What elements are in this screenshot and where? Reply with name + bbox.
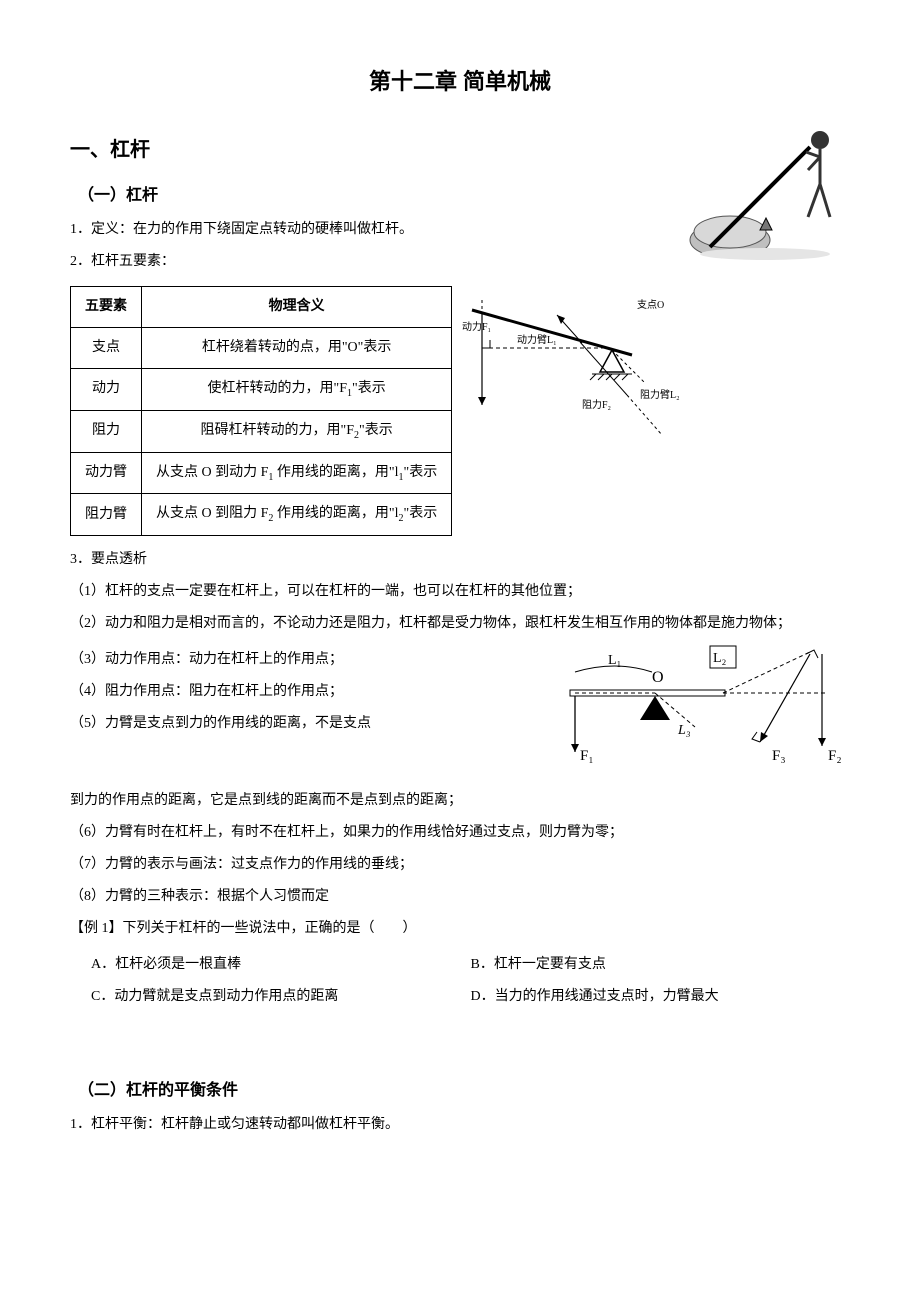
figure-lever-forces: O L₁ F₁ L₂ L₃ F₃ [560, 642, 850, 783]
svg-text:L₃: L₃ [677, 723, 691, 738]
point-8: （8）力臂的三种表示：根据个人习惯而定 [70, 883, 850, 911]
table-row: 动力 使杠杆转动的力，用"F1"表示 [71, 369, 452, 411]
svg-text:F₂: F₂ [828, 748, 842, 764]
point-4: （4）阻力作用点：阻力在杠杆上的作用点； [70, 678, 550, 706]
svg-text:F₁: F₁ [580, 748, 594, 764]
cell: 杠杆绕着转动的点，用"O"表示 [142, 328, 452, 369]
section-1-heading: 一、杠杆 [70, 130, 670, 170]
option-d: D．当力的作用线通过支点时，力臂最大 [471, 983, 851, 1011]
cell: 动力 [71, 369, 142, 411]
svg-text:O: O [652, 669, 664, 686]
five-elements-table: 五要素 物理含义 支点 杠杆绕着转动的点，用"O"表示 动力 使杠杆转动的力，用… [70, 286, 452, 536]
table-row: 阻力 阻碍杠杆转动的力，用"F2"表示 [71, 410, 452, 452]
cell: 阻力臂 [71, 494, 142, 536]
cell: 从支点 O 到动力 F1 作用线的距离，用"l1"表示 [142, 452, 452, 494]
svg-text:阻力F₂: 阻力F₂ [582, 398, 611, 411]
svg-text:F₃: F₃ [772, 748, 786, 764]
point-7: （7）力臂的表示与画法：过支点作力的作用线的垂线； [70, 851, 850, 879]
figure-crowbar [680, 122, 850, 273]
svg-text:支点O: 支点O [637, 299, 664, 311]
option-a: A．杠杆必须是一根直棒 [91, 951, 471, 979]
point-3: （3）动力作用点：动力在杠杆上的作用点； [70, 646, 550, 674]
cell: 支点 [71, 328, 142, 369]
svg-text:动力臂L₁: 动力臂L₁ [517, 333, 557, 346]
cell: 阻力 [71, 410, 142, 452]
figure-lever-diagram: 支点O 动力F₁ 动力臂L₁ 阻力F₂ 阻力臂L₂ [462, 280, 692, 461]
five-elements-intro: 2．杠杆五要素： [70, 248, 670, 276]
chapter-title: 第十二章 简单机械 [70, 60, 850, 104]
svg-text:阻力臂L₂: 阻力臂L₂ [640, 388, 680, 401]
table-row: 阻力臂 从支点 O 到阻力 F2 作用线的距离，用"l2"表示 [71, 494, 452, 536]
cell: 使杠杆转动的力，用"F1"表示 [142, 369, 452, 411]
point-5b: 到力的作用点的距离，它是点到线的距离而不是点到点的距离； [70, 787, 850, 815]
table-row: 动力臂 从支点 O 到动力 F1 作用线的距离，用"l1"表示 [71, 452, 452, 494]
svg-text:动力F₁: 动力F₁ [462, 320, 491, 333]
table-head-col2: 物理含义 [142, 287, 452, 328]
subsection-1-heading: （一）杠杆 [78, 180, 670, 212]
point-2: （2）动力和阻力是相对而言的，不论动力还是阻力，杠杆都是受力物体，跟杠杆发生相互… [70, 610, 850, 638]
cell: 阻碍杠杆转动的力，用"F2"表示 [142, 410, 452, 452]
analysis-heading: 3．要点透析 [70, 546, 850, 574]
subsection-2-heading: （二）杠杆的平衡条件 [78, 1075, 850, 1107]
table-row: 支点 杠杆绕着转动的点，用"O"表示 [71, 328, 452, 369]
example-1: 【例 1】下列关于杠杆的一些说法中，正确的是（ ） [70, 915, 850, 943]
point-5a: （5）力臂是支点到力的作用线的距离，不是支点 [70, 710, 550, 738]
option-c: C．动力臂就是支点到动力作用点的距离 [91, 983, 471, 1011]
balance-definition: 1．杠杆平衡：杠杆静止或匀速转动都叫做杠杆平衡。 [70, 1111, 850, 1139]
point-6: （6）力臂有时在杠杆上，有时不在杠杆上，如果力的作用线恰好通过支点，则力臂为零； [70, 819, 850, 847]
svg-text:L₂: L₂ [713, 651, 727, 666]
definition-text: 1．定义：在力的作用下绕固定点转动的硬棒叫做杠杆。 [70, 216, 670, 244]
table-head-col1: 五要素 [71, 287, 142, 328]
option-b: B．杠杆一定要有支点 [471, 951, 851, 979]
cell: 从支点 O 到阻力 F2 作用线的距离，用"l2"表示 [142, 494, 452, 536]
cell: 动力臂 [71, 452, 142, 494]
point-1: （1）杠杆的支点一定要在杠杆上，可以在杠杆的一端，也可以在杠杆的其他位置； [70, 578, 850, 606]
